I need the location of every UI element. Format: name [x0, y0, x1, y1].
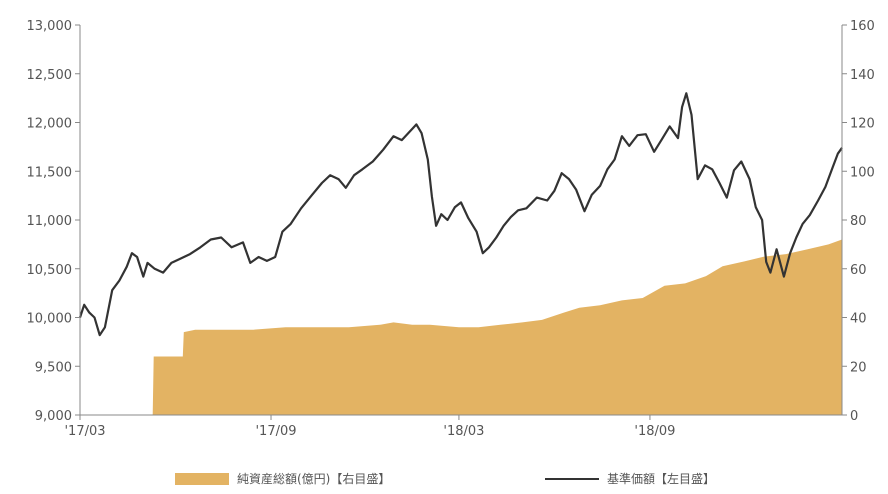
right-tick-label: 140	[850, 68, 875, 83]
x-tick-label: '17/09	[255, 424, 296, 439]
legend-label-nav: 基準価額【左目盛】	[607, 472, 716, 486]
nav-line	[78, 92, 843, 337]
left-tick-label: 11,000	[27, 214, 73, 229]
right-tick-label: 80	[850, 214, 867, 229]
right-tick-label: 20	[850, 360, 867, 375]
left-axis-ticks: 9,000 9,500 10,000 10,500 11,000 11,500 12,000…	[27, 19, 80, 424]
left-tick-label: 12,000	[27, 117, 73, 132]
area-layer	[80, 239, 842, 415]
x-tick-label: '18/09	[634, 424, 675, 439]
right-axis-ticks: 0 20 40 60 80 100 120 140 160	[842, 19, 875, 424]
x-axis-ticks: '17/03 '17/09 '18/03 '18/09	[64, 415, 675, 439]
right-tick-label: 160	[850, 19, 875, 34]
right-tick-label: 120	[850, 117, 875, 132]
left-tick-label: 11,500	[27, 165, 73, 180]
legend-label-net-assets: 純資産総額(億円)【右目盛】	[237, 472, 391, 486]
left-tick-label: 10,000	[27, 312, 73, 327]
x-tick-label: '17/03	[64, 424, 105, 439]
left-tick-label: 13,000	[27, 19, 73, 34]
legend-swatch-line	[545, 477, 599, 480]
left-tick-label: 10,500	[27, 263, 73, 278]
net-assets-area	[80, 239, 842, 415]
legend-swatch-area	[175, 472, 229, 485]
right-tick-label: 100	[850, 165, 875, 180]
left-tick-label: 9,000	[35, 409, 72, 424]
left-tick-label: 9,500	[35, 360, 72, 375]
x-tick-label: '18/03	[443, 424, 484, 439]
line-layer	[78, 92, 843, 337]
right-tick-label: 0	[850, 409, 858, 424]
right-tick-label: 40	[850, 312, 867, 327]
right-tick-label: 60	[850, 263, 867, 278]
left-tick-label: 12,500	[27, 68, 73, 83]
legend-item-net-assets: 純資産総額(億円)【右目盛】	[175, 470, 390, 487]
legend-item-nav: 基準価額【左目盛】	[545, 470, 715, 487]
